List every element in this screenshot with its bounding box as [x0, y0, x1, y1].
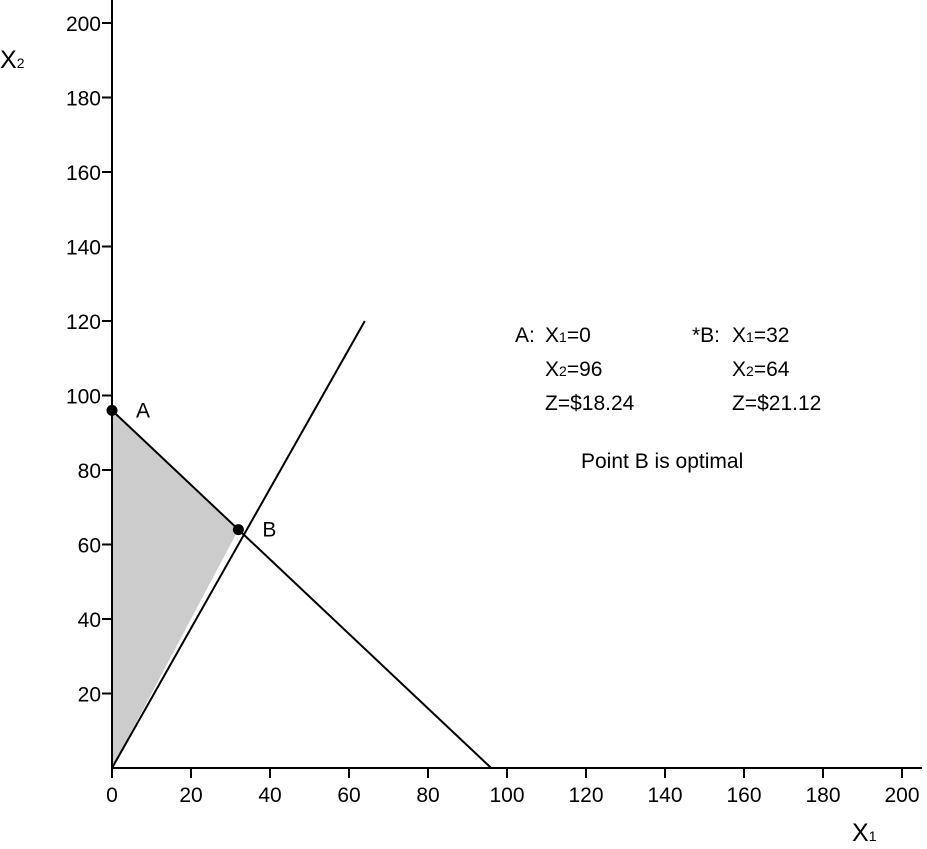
annotation-a-header: A:: [515, 324, 535, 347]
y-axis-title: X2: [0, 46, 25, 74]
y-tick-label-40: 40: [78, 609, 101, 632]
feasible-region: [112, 410, 239, 768]
annotation-a-z: Z=$18.24: [545, 392, 635, 415]
y-tick-label-140: 140: [66, 237, 101, 260]
y-tick-label-60: 60: [78, 535, 101, 558]
constraint-line-1: [111, 320, 366, 769]
optimal-note: Point B is optimal: [581, 450, 743, 473]
x-axis-title-main: X: [852, 819, 869, 847]
point-label-b: B: [262, 519, 276, 542]
x-tick-label-0: 0: [106, 784, 118, 807]
point-b: [232, 524, 244, 536]
y-tick-label-160: 160: [66, 162, 101, 185]
annotation-a-x1: X1=0: [545, 324, 591, 347]
annotation-b-header: *B:: [692, 324, 720, 347]
annotation-point-b: *B: X1=32 X2=64 Z=$21.12: [692, 324, 821, 415]
y-tick-label-200: 200: [66, 13, 101, 36]
y-tick-label-100: 100: [66, 386, 101, 409]
x-tick-label-40: 40: [258, 784, 281, 807]
x-tick-label-80: 80: [416, 784, 439, 807]
constraint-line-2: [111, 409, 492, 769]
x-tick-label-120: 120: [568, 784, 603, 807]
y-axis-title-subscript: 2: [17, 55, 25, 71]
y-tick-label-120: 120: [66, 311, 101, 334]
x-tick-label-60: 60: [337, 784, 360, 807]
y-tick-label-180: 180: [66, 88, 101, 111]
x-axis-title: X1: [852, 819, 877, 847]
x-tick-label-20: 20: [179, 784, 202, 807]
annotation-point-a: A: X1=0 X2=96 Z=$18.24: [515, 324, 635, 415]
x-tick-label-100: 100: [489, 784, 524, 807]
y-axis-title-main: X: [0, 46, 17, 74]
x-tick-label-200: 200: [884, 784, 919, 807]
x-tick-label-180: 180: [805, 784, 840, 807]
point-a: [106, 404, 118, 416]
x-axis-title-subscript: 1: [869, 828, 877, 844]
annotation-b-x1: X1=32: [732, 324, 789, 347]
x-tick-label-160: 160: [726, 784, 761, 807]
annotation-b-z: Z=$21.12: [732, 392, 821, 415]
annotation-b-x2: X2=64: [732, 358, 790, 381]
point-label-a: A: [136, 399, 150, 422]
y-tick-label-80: 80: [78, 460, 101, 483]
y-tick-label-20: 20: [78, 684, 101, 707]
annotation-a-x2: X2=96: [545, 358, 602, 381]
x-tick-label-140: 140: [647, 784, 682, 807]
